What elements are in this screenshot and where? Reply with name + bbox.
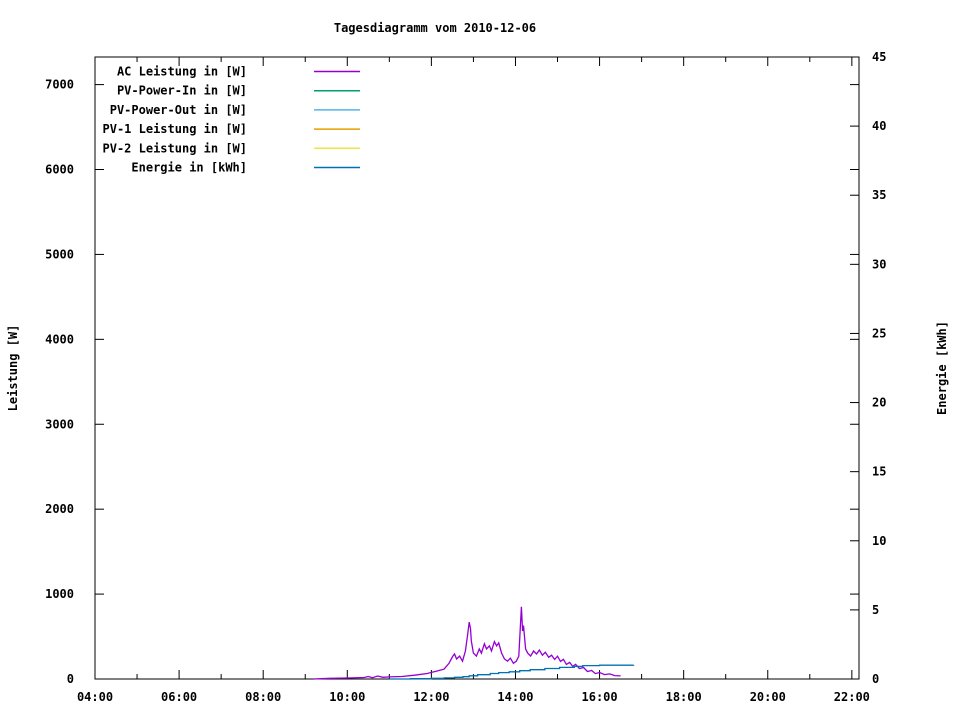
x-tick-label: 22:00 <box>834 690 870 704</box>
x-tick-label: 20:00 <box>750 690 786 704</box>
axis-tick-labels: 04:00 06:00 08:00 10:00 12:00 14:00 16:00 18:00… <box>45 50 886 704</box>
y-right-tick-label: 30 <box>872 257 886 271</box>
y-left-tick-label: 5000 <box>45 247 74 261</box>
y-right-tick-label: 0 <box>872 672 879 686</box>
y-right-tick-label: 35 <box>872 188 886 202</box>
y-left-tick-label: 1000 <box>45 587 74 601</box>
y-left-tick-label: 6000 <box>45 163 74 177</box>
y-right-tick-label: 40 <box>872 119 886 133</box>
x-tick-label: 10:00 <box>329 690 365 704</box>
y-right-tick-label: 15 <box>872 465 886 479</box>
x-tick-label: 16:00 <box>582 690 618 704</box>
legend-label-1: AC Leistung in [W] <box>117 65 247 79</box>
legend-label-6: Energie in [kWh] <box>131 161 247 175</box>
legend-label-4: PV-1 Leistung in [W] <box>103 122 248 136</box>
legend-label-3: PV-Power-Out in [W] <box>110 103 247 117</box>
y-axis-label-right: Energie [kWh] <box>935 321 949 415</box>
y-right-tick-label: 20 <box>872 396 886 410</box>
series-line-1 <box>313 606 621 680</box>
x-tick-label: 18:00 <box>666 690 702 704</box>
legend-label-5: PV-2 Leistung in [W] <box>103 141 248 155</box>
x-tick-label: 08:00 <box>245 690 281 704</box>
x-tick-label: 14:00 <box>497 690 533 704</box>
data-series <box>313 606 635 680</box>
y-axis-label-left: Leistung [W] <box>6 325 20 412</box>
y-left-tick-label: 3000 <box>45 417 74 431</box>
axis-ticks <box>94 56 859 680</box>
x-tick-label: 12:00 <box>413 690 449 704</box>
x-tick-label: 04:00 <box>77 690 113 704</box>
legend-label-2: PV-Power-In in [W] <box>117 84 247 98</box>
plot-border <box>94 56 860 680</box>
series-line-6 <box>389 664 635 680</box>
x-tick-label: 06:00 <box>161 690 197 704</box>
y-right-tick-label: 45 <box>872 50 886 64</box>
y-left-tick-label: 2000 <box>45 502 74 516</box>
legend: AC Leistung in [W] PV-Power-In in [W] PV-P… <box>103 65 360 175</box>
y-left-tick-label: 4000 <box>45 332 74 346</box>
y-right-tick-label: 5 <box>872 603 879 617</box>
y-left-tick-label: 0 <box>67 672 74 686</box>
y-right-tick-label: 25 <box>872 326 886 340</box>
y-left-tick-label: 7000 <box>45 78 74 92</box>
chart-title: Tagesdiagramm vom 2010-12-06 <box>334 21 536 35</box>
y-right-tick-label: 10 <box>872 534 886 548</box>
